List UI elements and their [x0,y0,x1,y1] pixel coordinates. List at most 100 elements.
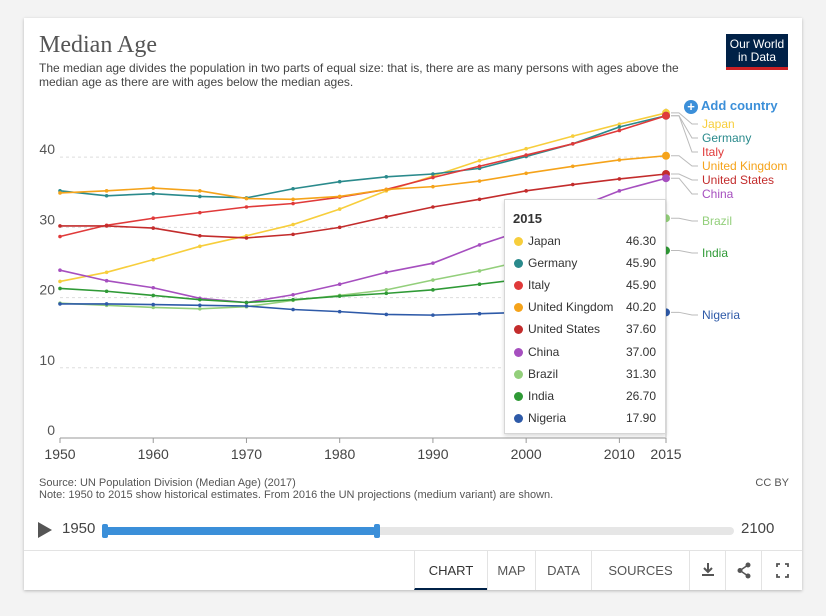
data-point [384,187,389,192]
tab-data[interactable]: DATA [535,551,591,590]
timeline-track[interactable] [102,524,734,538]
tooltip-country: Brazil [528,366,559,381]
tooltip-dot [514,281,523,291]
x-tick-label: 1960 [138,446,169,462]
data-point [151,302,156,307]
timeline-start-handle[interactable] [102,524,108,538]
data-point [662,111,670,120]
y-tick-label: 0 [47,422,55,438]
data-point [477,243,482,247]
x-tick-label: 2015 [650,446,681,462]
data-point [58,224,62,228]
tooltip-country: India [528,388,555,403]
tooltip-value: 45.90 [625,278,656,293]
play-icon[interactable] [38,522,52,538]
data-point [524,189,528,193]
series-label-united-states: United States [702,173,774,187]
series-label-china: China [702,187,734,201]
data-point [477,282,482,287]
data-point [58,234,62,239]
data-point [198,233,202,238]
data-point [198,297,202,302]
series-line-united-kingdom [59,154,667,201]
data-point [570,134,575,138]
data-point [151,257,156,262]
data-point [477,158,482,163]
data-point [291,297,295,302]
tooltip-value: 37.60 [625,322,656,337]
data-point [431,184,435,189]
data-point [570,164,575,169]
data-point [617,158,622,162]
license-link[interactable]: CC BY [755,477,789,489]
data-point [384,291,389,296]
share-icon [737,562,751,579]
data-point [384,175,389,179]
data-point [477,197,482,202]
add-country-button[interactable]: + Add country [684,98,778,114]
tab-chart[interactable]: CHART [414,551,487,590]
series-label-japan: Japan [702,117,735,131]
share-button[interactable] [725,551,761,590]
series-line-united-states [60,173,667,239]
data-point [104,289,109,294]
chart-footer: Source: UN Population Division (Median A… [39,477,789,501]
tooltip-row: Italy 45.90 [505,277,665,297]
tooltip-country: Nigeria [528,410,567,425]
data-point [198,303,202,308]
logo-line2: in Data [737,50,777,64]
source-text: Source: UN Population Division (Median A… [39,477,296,489]
data-point [58,279,62,284]
tooltip-value: 26.70 [625,388,656,403]
chart-card: Median Age The median age divides the po… [24,18,802,590]
tooltip-dot [514,325,523,335]
timeline-end-year: 2100 [741,520,775,537]
data-point [151,305,156,310]
tooltip-row: United Kingdom 40.20 [505,299,665,319]
data-point [662,174,670,183]
tab-map[interactable]: MAP [487,551,535,590]
data-point [384,270,389,275]
data-point [244,196,249,201]
data-point [104,193,109,198]
series-label-germany: Germany [702,131,751,145]
data-point [198,307,202,311]
tooltip-value: 17.90 [625,410,656,425]
tab-sources[interactable]: SOURCES [591,551,689,590]
data-point [244,205,249,209]
timeline: 1950 2100 [24,510,802,550]
data-point [431,313,435,317]
tooltip-dot [514,413,523,423]
series-label-nigeria: Nigeria [702,308,740,322]
label-connector [671,217,698,222]
data-point [477,269,482,273]
fullscreen-button[interactable] [761,551,802,590]
owid-logo[interactable]: Our World in Data [726,34,788,70]
data-point [291,232,295,237]
data-point [384,215,389,219]
y-tick-label: 30 [39,211,55,227]
data-point [570,182,575,187]
data-point [104,224,109,228]
label-connector [671,115,698,153]
data-point [151,216,156,221]
data-point [198,244,202,249]
tooltip-dot [514,259,523,269]
tooltip-dot [514,369,523,379]
download-button[interactable] [689,551,725,590]
tooltip-country: United Kingdom [528,300,614,315]
timeline-selected-range [104,527,377,535]
logo-line1: Our World [729,37,785,51]
data-point [337,294,342,298]
data-point [477,179,482,183]
data-point [431,278,435,282]
timeline-end-handle[interactable] [374,524,380,538]
y-tick-label: 40 [39,141,55,157]
tooltip-country: Germany [528,256,578,271]
data-point [198,189,202,193]
data-point [291,201,295,206]
data-point [244,236,249,240]
data-point [617,128,622,133]
tooltip-row: Germany 45.90 [505,255,665,275]
tooltip-value: 31.30 [625,366,656,381]
